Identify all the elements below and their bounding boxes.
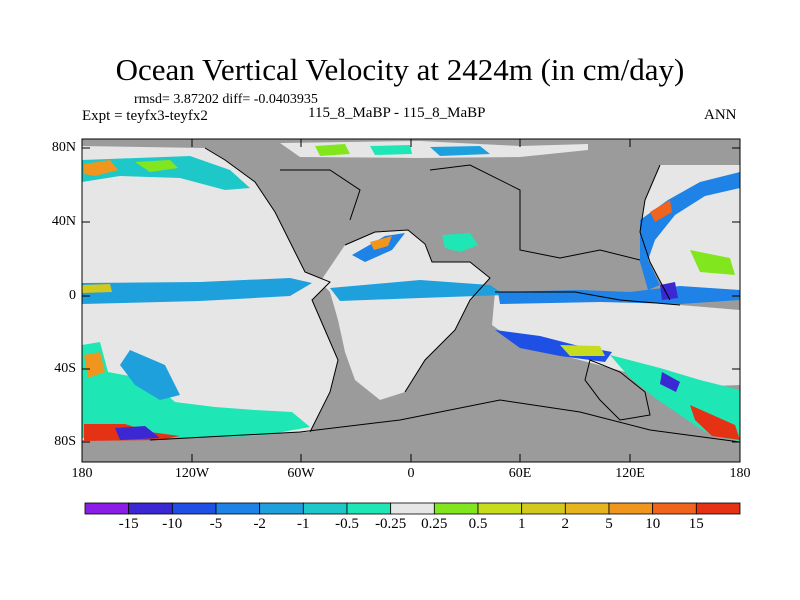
patch-south-pacific-orange <box>84 352 105 378</box>
coastline-outlines <box>149 147 741 443</box>
ocean-indian <box>492 292 740 388</box>
colorbar-swatch <box>608 502 654 515</box>
colorbar-swatch <box>302 502 348 515</box>
colorbar-swatch <box>564 502 610 515</box>
x-tick-label: 120W <box>174 466 210 481</box>
x-tick-label: 180 <box>729 466 751 481</box>
patch-arctic-green <box>315 144 350 156</box>
colorbar-label: -0.5 <box>335 516 359 532</box>
y-tick-label: 40N <box>51 214 76 229</box>
map-title: Ocean Vertical Velocity at 2424m (in cm/… <box>115 52 685 87</box>
patch-antarctic-indian-purple <box>660 372 680 392</box>
colorbar-swatch <box>695 502 741 515</box>
tick-marks <box>81 139 741 462</box>
colorbar-label: 0.25 <box>421 516 448 532</box>
stats-label: rmsd= 3.87202 diff= -0.0403935 <box>134 92 318 107</box>
colorbar-label: -2 <box>253 516 266 532</box>
patch-atlantic-north <box>442 233 478 252</box>
patch-equatorial-pacific-yellow <box>82 284 112 293</box>
patch-atlantic-equator <box>330 280 505 301</box>
colorbar-label: -5 <box>209 516 223 532</box>
patch-west-pacific-green <box>690 250 735 275</box>
colorbar-label: 15 <box>688 516 704 532</box>
x-tick-label: 0 <box>407 466 415 481</box>
colorbar-label: -1 <box>297 516 310 532</box>
colorbar-swatch <box>215 502 261 515</box>
patch-antarctic-indian-red <box>690 405 740 440</box>
colorbar-swatch <box>390 502 435 515</box>
patch-north-pacific-green <box>135 160 178 172</box>
colorbar-swatch <box>171 502 217 515</box>
x-tick-label: 60W <box>287 466 315 481</box>
patch-west-pacific-red <box>650 200 672 222</box>
colorbar-label: 0.5 <box>468 516 488 532</box>
colorbar-label: 2 <box>561 516 570 532</box>
colorbar-label: -0.25 <box>375 516 407 532</box>
case-label: 115_8_MaBP - 115_8_MaBP <box>308 105 486 121</box>
x-tick-label: 120E <box>615 466 645 481</box>
patch-south-pacific <box>82 342 310 438</box>
patch-equatorial-pacific <box>82 278 312 304</box>
patch-arctic-blue <box>430 146 490 156</box>
experiment-label: Expt = teyfx3-teyfx2 <box>82 108 208 124</box>
patch-north-pacific <box>82 156 250 190</box>
y-tick-label: 40S <box>54 361 76 376</box>
patch-gulf-stream-orange <box>370 236 392 250</box>
colorbar-swatch <box>259 502 304 515</box>
patch-south-pacific-purple <box>115 426 160 440</box>
colorbar-swatch <box>128 502 173 515</box>
colorbar-swatch <box>477 502 523 515</box>
colorbar-label: -10 <box>162 516 183 532</box>
colorbar-swatch <box>84 502 130 515</box>
y-tick-label: 0 <box>69 288 76 303</box>
y-tick-label: 80N <box>51 140 76 155</box>
colorbar-label: 5 <box>605 516 613 532</box>
colorbar-label: -15 <box>118 516 139 532</box>
y-tick-label: 80S <box>54 434 76 449</box>
patch-indian-south-green <box>560 345 605 356</box>
colorbar-swatch <box>652 502 697 515</box>
colorbar <box>84 502 741 515</box>
colorbar-label: 10 <box>645 516 661 532</box>
patch-west-pacific-purple <box>660 282 678 300</box>
patch-indian-equator <box>498 286 740 304</box>
patch-west-pacific-boundary <box>640 172 740 290</box>
patch-south-pacific-blue <box>120 350 180 400</box>
season-label: ANN <box>704 107 737 123</box>
colorbar-swatch <box>521 502 566 515</box>
ocean-atlantic <box>320 230 490 400</box>
map-plot-area <box>81 138 741 463</box>
x-tick-label: 180 <box>71 466 93 481</box>
patch-arctic-teal <box>370 145 412 155</box>
x-tick-label: 60E <box>508 466 532 481</box>
colorbar-swatch <box>433 502 479 515</box>
colorbar-label: 1 <box>517 516 526 532</box>
colorbar-swatch <box>346 502 392 515</box>
patch-north-pacific-orange <box>84 160 118 176</box>
